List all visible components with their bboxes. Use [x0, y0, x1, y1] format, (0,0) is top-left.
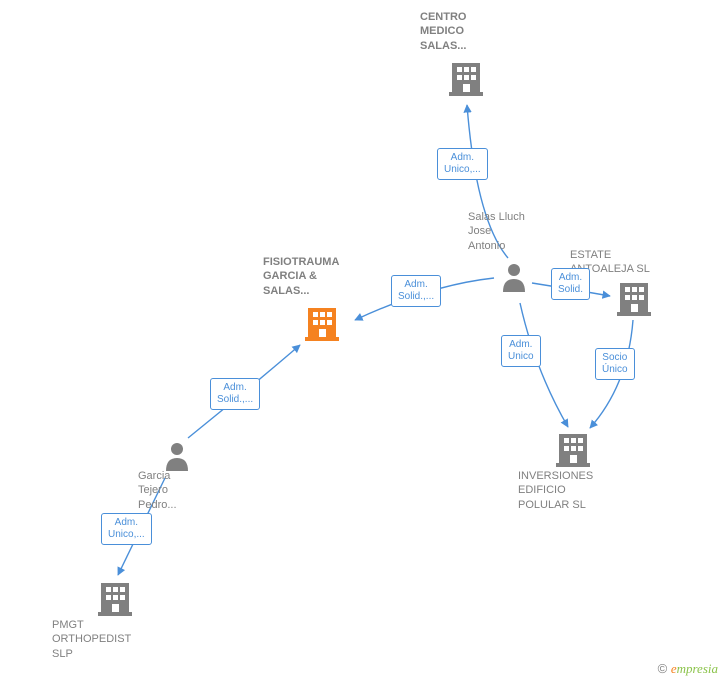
copyright-symbol: © — [658, 661, 668, 676]
brand-rest: mpresia — [677, 661, 718, 676]
building-icon — [449, 60, 483, 101]
person-icon — [501, 262, 527, 297]
node-label: Salas Lluch Jose Antonio — [468, 210, 578, 253]
diagram-canvas: CENTRO MEDICO SALAS... Salas Lluch Jose … — [0, 0, 728, 685]
edge-label-e6: Adm. Solid.,... — [210, 378, 260, 410]
copyright: © empresia — [658, 661, 718, 677]
node-label: PMGT ORTHOPEDIST SLP — [52, 618, 162, 661]
edge-label-e3: Adm. Solid. — [551, 268, 590, 300]
edge-label-e5: Socio Único — [595, 348, 635, 380]
edge-label-e1: Adm. Unico,... — [437, 148, 488, 180]
node-label: FISIOTRAUMA GARCIA & SALAS... — [263, 255, 373, 298]
node-label: Garcia Tejero Pedro... — [138, 469, 248, 512]
building-icon — [556, 431, 590, 472]
edge-label-e7: Adm. Unico,... — [101, 513, 152, 545]
node-label: INVERSIONES EDIFICIO POLULAR SL — [518, 469, 628, 512]
building-icon — [617, 280, 651, 321]
building-icon — [305, 305, 339, 346]
building-icon — [98, 580, 132, 621]
node-label: CENTRO MEDICO SALAS... — [420, 10, 530, 53]
edge-label-e4: Adm. Unico — [501, 335, 541, 367]
edge-label-e2: Adm. Solid.,... — [391, 275, 441, 307]
